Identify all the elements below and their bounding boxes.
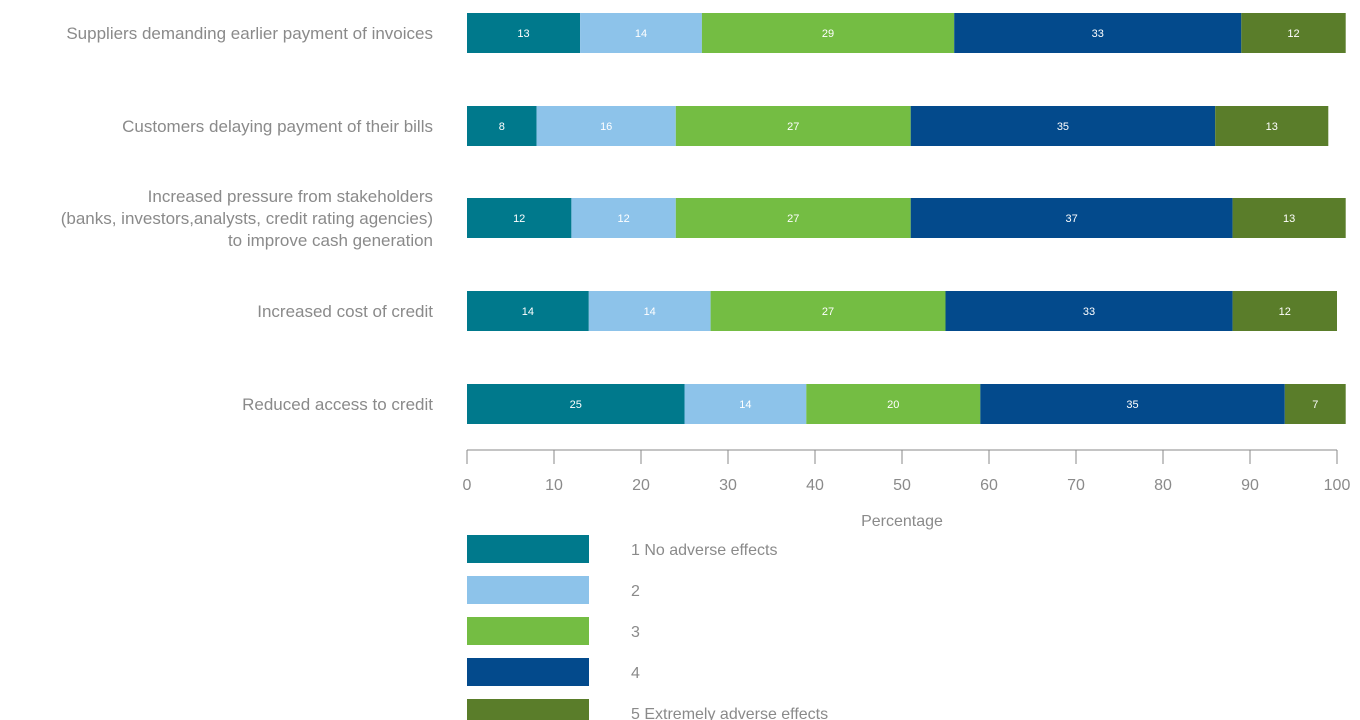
x-tick-label: 80	[1154, 477, 1172, 494]
data-label: 33	[1092, 28, 1104, 40]
data-label: 27	[822, 306, 834, 318]
bar-segment	[1232, 198, 1346, 238]
data-label: 12	[1287, 28, 1299, 40]
legend-swatch	[467, 699, 589, 720]
data-label: 13	[1266, 121, 1278, 133]
data-label: 12	[1279, 306, 1291, 318]
legend-label: 4	[631, 665, 640, 682]
data-label: 13	[517, 28, 529, 40]
data-label: 12	[513, 213, 525, 225]
category-label: Increased pressure from stakeholders	[148, 187, 433, 206]
data-label: 14	[644, 306, 656, 318]
bar-segment	[467, 384, 685, 424]
data-label: 27	[787, 213, 799, 225]
data-label: 35	[1126, 399, 1138, 411]
x-tick-label: 60	[980, 477, 998, 494]
bar-segment	[910, 106, 1216, 146]
bar-segment	[701, 13, 955, 53]
data-label: 33	[1083, 306, 1095, 318]
bar-segment	[675, 106, 911, 146]
legend-swatch	[467, 658, 589, 686]
category-label: Suppliers demanding earlier payment of i…	[66, 24, 433, 43]
data-label: 35	[1057, 121, 1069, 133]
bar-segment	[910, 198, 1233, 238]
category-label: to improve cash generation	[228, 231, 433, 250]
data-label: 37	[1066, 213, 1078, 225]
category-label: Reduced access to credit	[242, 395, 433, 414]
x-ticks: 0 10 20 30 40 50 60 70 80 90 100	[463, 450, 1351, 494]
x-axis-title: Percentage	[861, 513, 943, 530]
legend-label: 5 Extremely adverse effects	[631, 706, 828, 720]
bar-segment	[467, 198, 572, 238]
bar-segment	[945, 291, 1233, 331]
category-label: Customers delaying payment of their bill…	[122, 117, 433, 136]
data-label: 13	[1283, 213, 1295, 225]
bar-segment	[588, 291, 711, 331]
x-tick-label: 90	[1241, 477, 1259, 494]
bar-segment	[1215, 106, 1329, 146]
legend-label: 2	[631, 583, 640, 600]
data-label: 29	[822, 28, 834, 40]
data-label: 14	[739, 399, 751, 411]
data-label: 20	[887, 399, 899, 411]
bar-segment	[467, 291, 589, 331]
data-label: 14	[522, 306, 534, 318]
x-tick-label: 20	[632, 477, 650, 494]
x-tick-label: 40	[806, 477, 824, 494]
x-tick-label: 0	[463, 477, 472, 494]
category-labels: Suppliers demanding earlier payment of i…	[61, 24, 434, 414]
x-tick-label: 100	[1324, 477, 1351, 494]
data-label: 16	[600, 121, 612, 133]
x-tick-label: 10	[545, 477, 563, 494]
data-label: 7	[1312, 399, 1318, 411]
x-axis: 0 10 20 30 40 50 60 70 80 90 100 Percentage	[463, 449, 1351, 530]
bar-segment	[980, 384, 1285, 424]
bar-segment	[580, 13, 702, 53]
bar-segment	[675, 198, 911, 238]
bar-segment	[1241, 13, 1346, 53]
legend-swatch	[467, 617, 589, 645]
bars: 13 14 29 33 12 8 16 27 35 13 12 12 27 37 13 14 14 27 33 12 2…	[467, 13, 1346, 424]
legend-swatch	[467, 535, 589, 563]
x-tick-label: 70	[1067, 477, 1085, 494]
bar-segment	[467, 13, 581, 53]
legend: 1 No adverse effects 2 3 4 5 Extremely adver…	[467, 535, 828, 720]
category-label: Increased cost of credit	[257, 302, 433, 321]
legend-label: 1 No adverse effects	[631, 542, 777, 559]
legend-label: 3	[631, 624, 640, 641]
bar-segment	[1232, 291, 1337, 331]
bar-segment	[571, 198, 676, 238]
bar-segment	[1284, 384, 1346, 424]
data-label: 27	[787, 121, 799, 133]
data-label: 14	[635, 28, 647, 40]
data-label: 25	[570, 399, 582, 411]
data-label: 12	[617, 213, 629, 225]
category-label: (banks, investors,analysts, credit ratin…	[61, 209, 433, 228]
data-label: 8	[499, 121, 505, 133]
bar-segment	[684, 384, 807, 424]
bar-segment	[710, 291, 946, 331]
legend-swatch	[467, 576, 589, 604]
bar-segment	[806, 384, 981, 424]
bar-segment	[536, 106, 676, 146]
x-tick-label: 30	[719, 477, 737, 494]
bar-segment	[954, 13, 1242, 53]
bar-segment	[467, 106, 537, 146]
x-tick-label: 50	[893, 477, 911, 494]
